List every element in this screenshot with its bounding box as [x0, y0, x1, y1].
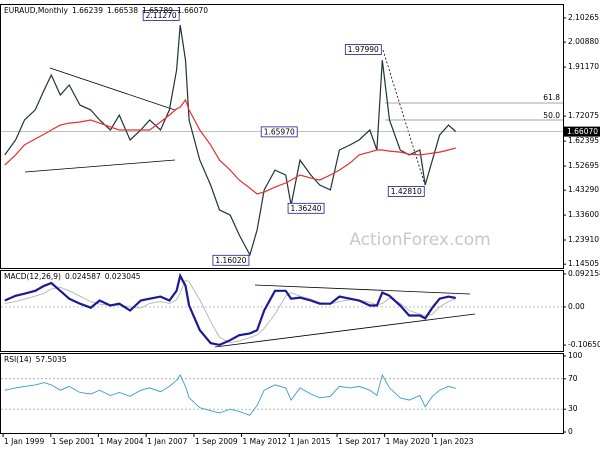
last-price-label: 1.66070: [567, 127, 598, 136]
header-value: 57.5035: [36, 355, 67, 364]
series-line: [4, 25, 457, 257]
x-tick-label: 1 May 2020: [386, 437, 430, 446]
annotation-box: [287, 202, 325, 214]
header-value: 0.023045: [105, 272, 141, 281]
annotation-label: 1.16020: [215, 256, 246, 265]
series-line: [4, 98, 456, 195]
y-tick-label: 1.91170: [568, 62, 599, 71]
y-tick-label: -0.106503: [568, 340, 600, 349]
y-tick-label: 1.52695: [568, 161, 599, 170]
annotation-box: [142, 10, 180, 21]
x-tick-label: 1 Jan 1999: [4, 437, 44, 446]
y-tick-label: 0.092158: [568, 269, 600, 278]
y-tick-label: 0.00: [568, 302, 585, 311]
header-value: 1.66070: [177, 6, 208, 15]
trendline: [214, 313, 476, 348]
header-value: 0.024587: [65, 272, 101, 281]
series-line: [4, 272, 456, 347]
x-tick-label: 1 May 2004: [99, 437, 143, 446]
y-tick-label: 1.62395: [568, 136, 599, 145]
y-tick-label: 100: [568, 351, 583, 360]
panel-header: EURAUD,Monthly 1.66239 1.66538 1.65789 1.660…: [4, 6, 208, 15]
y-tick-label: 1.43290: [568, 185, 599, 194]
series-line: [4, 373, 456, 416]
annotation-box: [212, 254, 250, 266]
x-tick-label: 1 Jan 2015: [290, 437, 330, 446]
annotation-label: 1.36240: [291, 204, 322, 213]
series-line: [4, 279, 456, 344]
trendline: [24, 159, 176, 173]
annotation-label: 1.97990: [348, 45, 379, 54]
x-tick-label: 1 Sep 2001: [52, 437, 95, 446]
header-value: 1.65789: [142, 6, 173, 15]
header-value: 1.66538: [107, 6, 138, 15]
y-tick-label: 70: [568, 374, 578, 383]
x-tick-label: 1 Jan 2007: [147, 437, 187, 446]
trendline: [49, 67, 176, 111]
panel-header: MACD(12,26,9) 0.024587 0.023045: [4, 272, 141, 281]
annotation-label: 1.65970: [264, 127, 295, 136]
x-tick-label: 1 Sep 2009: [195, 437, 238, 446]
y-tick-label: 1.72075: [568, 111, 599, 120]
y-tick-label: 2.10265: [568, 13, 599, 22]
x-tick-label: 1 Jan 2023: [433, 437, 473, 446]
last-price-tag: [564, 126, 600, 137]
y-tick-label: 1.23910: [568, 235, 599, 244]
annotation-box: [387, 186, 425, 197]
price-panel: [0, 4, 564, 269]
watermark: ActionForex.com: [349, 230, 490, 250]
y-tick-label: 2.00880: [568, 37, 599, 46]
header-title: MACD(12,26,9): [4, 272, 61, 281]
annotation-box: [260, 126, 298, 138]
y-tick-label: 0: [568, 427, 573, 436]
fib-label: 61.8: [543, 93, 560, 102]
fib-label: 50.0: [543, 111, 560, 120]
x-tick-label: 1 May 2012: [243, 437, 287, 446]
y-tick-label: 1.14505: [568, 259, 599, 268]
x-tick-label: 1 Sep 2017: [338, 437, 381, 446]
y-tick-label: 1.33600: [568, 210, 599, 219]
annotation-label: 1.42810: [391, 187, 422, 196]
annotation-box: [344, 44, 382, 55]
panel-header: RSI(14) 57.5035: [4, 355, 67, 364]
header-title: EURAUD,Monthly: [4, 6, 69, 15]
macd-panel: [0, 270, 564, 352]
y-tick-label: 30: [568, 404, 578, 413]
trendline: [254, 284, 471, 295]
header-title: RSI(14): [4, 355, 32, 364]
rsi-panel: [0, 353, 564, 434]
annotation-label: 2.11270: [146, 11, 177, 20]
header-value: 1.66239: [72, 6, 103, 15]
retracement-line: [382, 49, 426, 186]
